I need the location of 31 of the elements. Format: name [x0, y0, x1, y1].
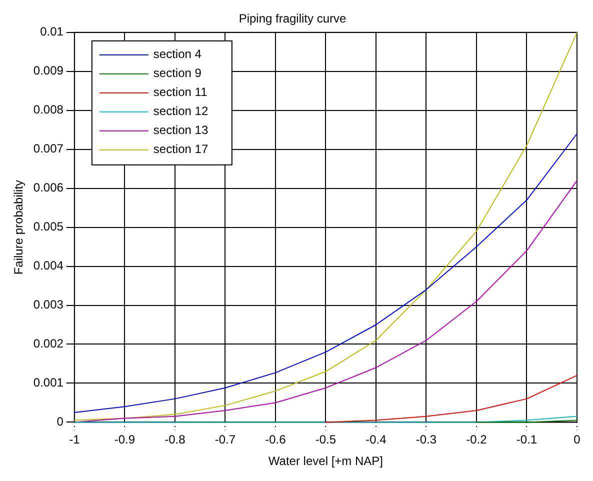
- y-tick-label: 0.003: [33, 298, 64, 312]
- legend-label: section 4: [153, 47, 202, 62]
- x-tick-label: 0: [574, 432, 581, 447]
- y-tick-label: 0.002: [33, 336, 64, 351]
- x-tick-label: -0.3: [416, 432, 437, 447]
- x-tick-label: -0.2: [466, 432, 488, 447]
- x-tick-label: -0.1: [516, 432, 538, 447]
- x-tick-label: -0.5: [315, 432, 336, 447]
- y-tick-label: 0.007: [33, 142, 64, 156]
- y-axis-title: Failure probability: [12, 180, 26, 275]
- y-tick-label: 0.001: [33, 376, 64, 390]
- x-tick-label: -0.7: [214, 432, 236, 447]
- y-tick-label: 0.009: [33, 64, 64, 78]
- x-tick-label: -1: [69, 432, 80, 447]
- legend-label: section 11: [153, 85, 208, 100]
- y-tick-label: 0.008: [33, 102, 64, 117]
- x-tick-label: -0.6: [265, 432, 286, 447]
- y-tick-label: 0.004: [33, 258, 64, 273]
- y-tick-label: 0.006: [33, 180, 64, 195]
- x-axis-title: Water level [+m NAP]: [268, 454, 384, 468]
- x-tick-label: -0.9: [114, 432, 136, 447]
- legend-label: section 9: [153, 66, 202, 80]
- x-tick-label: -0.4: [366, 432, 387, 447]
- x-tick-label: -0.8: [164, 432, 186, 447]
- y-tick-label: 0.005: [33, 220, 64, 234]
- chart-title: Piping fragility curve: [238, 12, 347, 26]
- legend-label: section 12: [153, 104, 208, 118]
- legend-label: section 13: [153, 123, 208, 138]
- y-tick-label: 0.01: [40, 24, 64, 39]
- legend-label: section 17: [153, 142, 208, 156]
- y-tick-label: 0: [56, 414, 64, 429]
